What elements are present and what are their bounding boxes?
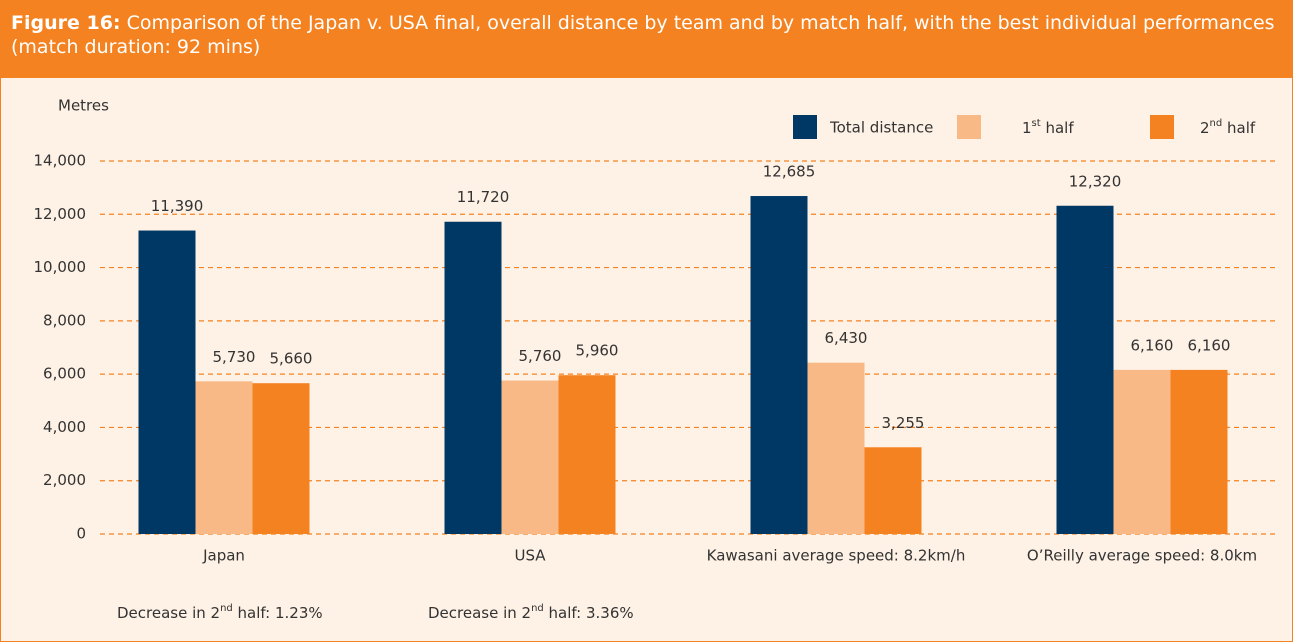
y-axis-label: Metres [58, 97, 109, 115]
legend-swatch [957, 115, 981, 139]
bar [501, 380, 559, 534]
legend-swatch [1150, 115, 1174, 139]
value-label: 6,160 [1188, 336, 1231, 354]
legend-label: 2nd half [1200, 118, 1256, 137]
header: Figure 16: Comparison of the Japan v. US… [1, 1, 1292, 78]
value-label: 5,960 [576, 342, 619, 360]
y-tick-label: 12,000 [34, 205, 87, 223]
bar [444, 221, 502, 534]
legend-label: 1st half [1022, 118, 1074, 137]
y-tick-label: 8,000 [43, 311, 86, 329]
bar [807, 362, 865, 534]
x-tick-label: Japan [202, 547, 245, 565]
x-tick-label: USA [514, 547, 546, 565]
value-label: 12,320 [1069, 172, 1122, 190]
bar [1170, 369, 1228, 534]
y-tick-label: 10,000 [34, 258, 87, 276]
bar [195, 381, 253, 534]
chart-title: Comparison of the Japan v. USA final, ov… [11, 12, 1275, 58]
bar [1113, 369, 1171, 534]
y-tick-label: 0 [76, 525, 86, 543]
bar [138, 230, 196, 535]
value-label: 6,160 [1131, 336, 1174, 354]
value-label: 11,390 [151, 197, 204, 215]
legend-label: Total distance [829, 119, 933, 137]
bar [1056, 205, 1114, 534]
figure-label: Figure 16: [11, 12, 121, 34]
bar [558, 375, 616, 534]
x-tick-label: O’Reilly average speed: 8.0km [1027, 547, 1257, 565]
y-tick-label: 14,000 [34, 152, 87, 170]
value-label: 5,760 [519, 347, 562, 365]
bar [252, 383, 310, 534]
y-tick-label: 4,000 [43, 418, 86, 436]
value-label: 5,730 [213, 348, 256, 366]
footnote: Decrease in 2nd half: 1.23% [117, 603, 323, 622]
value-label: 3,255 [882, 414, 925, 432]
value-label: 11,720 [457, 188, 510, 206]
value-label: 12,685 [763, 163, 816, 181]
bar [864, 447, 922, 534]
y-tick-label: 2,000 [43, 471, 86, 489]
footnote: Decrease in 2nd half: 3.36% [428, 603, 634, 622]
x-tick-label: Kawasani average speed: 8.2km/h [707, 547, 966, 565]
legend-swatch [793, 115, 817, 139]
value-label: 5,660 [270, 350, 313, 368]
bar [750, 196, 808, 535]
y-tick-label: 6,000 [43, 365, 86, 383]
value-label: 6,430 [825, 329, 868, 347]
